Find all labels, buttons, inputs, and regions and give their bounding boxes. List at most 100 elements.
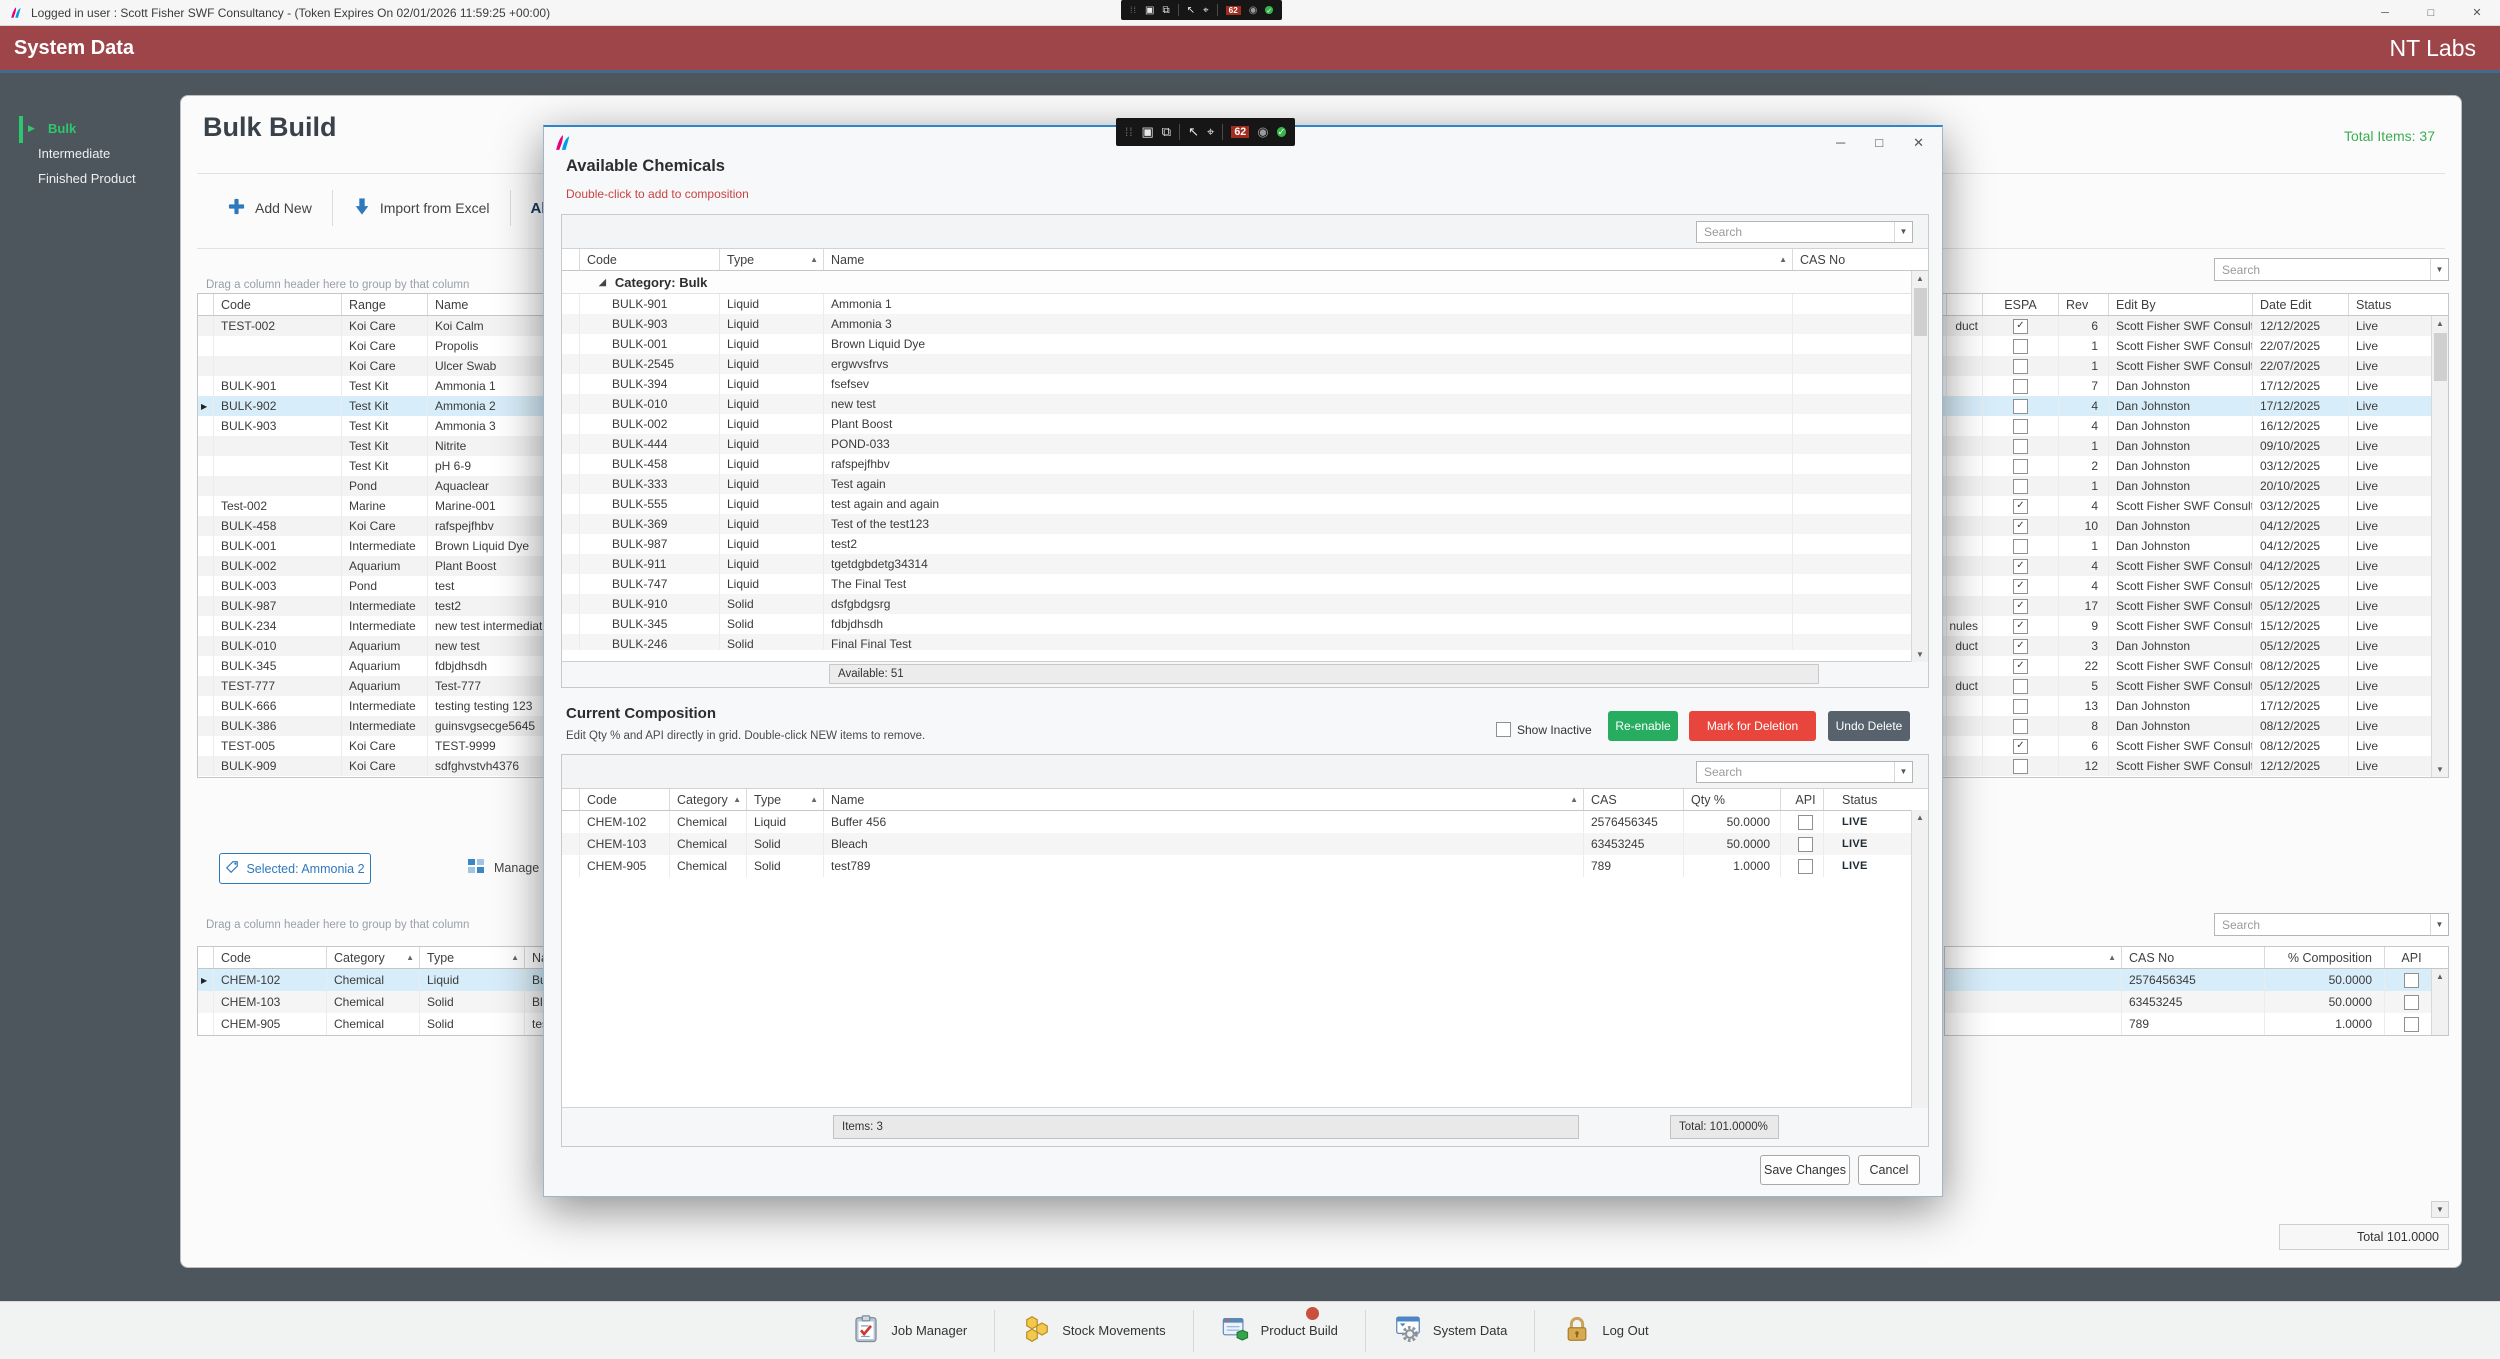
show-inactive-toggle[interactable]: Show Inactive (1496, 722, 1592, 737)
scroll-down-icon[interactable]: ▼ (2431, 1201, 2449, 1218)
maximize-icon[interactable]: □ (1875, 135, 1884, 150)
save-changes-button[interactable]: Save Changes (1760, 1155, 1850, 1185)
vertical-scrollbar[interactable]: ▲ (2431, 969, 2448, 1035)
chemical-row[interactable]: BULK-002 Liquid Plant Boost (562, 414, 1928, 434)
column-header-range[interactable]: Range (342, 294, 428, 315)
scroll-up-icon[interactable]: ▲ (1916, 274, 1924, 283)
column-header-espa[interactable]: ESPA (1983, 294, 2059, 315)
chevron-down-icon[interactable]: ▼ (1894, 761, 1912, 782)
composition-item-row[interactable]: CHEM-905 Chemical Solid test789 789 1.00… (562, 855, 1928, 877)
scroll-down-icon[interactable]: ▼ (2436, 765, 2444, 774)
chevron-down-icon[interactable]: ▼ (1894, 221, 1912, 242)
espa-checkbox[interactable]: ✓ (2013, 358, 2028, 374)
chemical-row[interactable]: BULK-333 Liquid Test again (562, 474, 1928, 494)
manage-button[interactable]: Manage (466, 856, 539, 879)
espa-checkbox[interactable]: ✓ (2013, 518, 2028, 534)
drag-handle-icon[interactable]: ⁞⁞ (1130, 5, 1138, 15)
close-icon[interactable]: ✕ (2472, 7, 2482, 19)
espa-checkbox[interactable]: ✓ (2013, 558, 2028, 574)
import-from-excel-button[interactable]: Import from Excel (349, 197, 494, 220)
column-header-edit-by[interactable]: Edit By (2109, 294, 2253, 315)
api-checkbox[interactable]: ✓ (2404, 1016, 2419, 1032)
espa-checkbox[interactable]: ✓ (2013, 378, 2028, 394)
column-header-name[interactable]: Name ▲ (824, 789, 1584, 810)
espa-checkbox[interactable]: ✓ (2013, 638, 2028, 654)
column-header-code[interactable]: Code (580, 789, 670, 810)
composition-item-row[interactable]: CHEM-103 Chemical Solid Bleach 63453245 … (562, 833, 1928, 855)
undo-delete-button[interactable]: Undo Delete (1828, 711, 1910, 741)
scroll-up-icon[interactable]: ▲ (2436, 972, 2444, 981)
chemical-row[interactable]: BULK-010 Liquid new test (562, 394, 1928, 414)
re-enable-button[interactable]: Re-enable (1608, 711, 1678, 741)
taskbar-item-stock-movements[interactable]: Stock Movements (995, 1302, 1192, 1359)
column-header-category[interactable]: Category ▲ (327, 947, 420, 968)
vertical-scrollbar[interactable]: ▲ ▼ (1911, 271, 1928, 662)
espa-checkbox[interactable]: ✓ (2013, 578, 2028, 594)
product-row[interactable]: ▶ BULK-903 Test Kit Ammonia 3 ✓ 4 Dan Jo… (198, 416, 2448, 436)
column-header-date-edit[interactable]: Date Edit (2253, 294, 2349, 315)
column-header-status[interactable]: Status (2356, 297, 2392, 312)
chemical-row[interactable]: BULK-747 Liquid The Final Test (562, 574, 1928, 594)
product-row[interactable]: ▶ Koi Care Propolis ✓ 1 Scott Fisher SWF… (198, 336, 2448, 356)
espa-checkbox[interactable]: ✓ (2013, 498, 2028, 514)
api-checkbox[interactable]: ✓ (1798, 836, 1813, 852)
espa-checkbox[interactable]: ✓ (2013, 618, 2028, 634)
chemical-row[interactable]: BULK-555 Liquid test again and again (562, 494, 1928, 514)
espa-checkbox[interactable]: ✓ (2013, 598, 2028, 614)
scroll-up-icon[interactable]: ▲ (1916, 813, 1924, 822)
composition-row[interactable]: 789 1.0000 ✓ (1945, 1013, 2448, 1035)
taskbar-item-log-out[interactable]: Log Out (1535, 1302, 1675, 1359)
cell-qty-percent[interactable]: 50.0000 (1684, 811, 1781, 833)
espa-checkbox[interactable]: ✓ (2013, 678, 2028, 694)
monitor-icon[interactable]: ⧉ (1162, 4, 1170, 16)
column-header-name[interactable]: Name (428, 294, 1947, 315)
product-row[interactable]: ▶ Test Kit pH 6-9 ✓ 2 Dan Johnston 03/12… (198, 456, 2448, 476)
show-inactive-checkbox[interactable] (1496, 722, 1511, 737)
espa-checkbox[interactable]: ✓ (2013, 478, 2028, 494)
api-checkbox[interactable]: ✓ (2404, 972, 2419, 988)
sidebar-item-intermediate[interactable]: Intermediate (38, 146, 111, 161)
target-icon[interactable]: ⌖ (1207, 124, 1215, 139)
chemical-row[interactable]: BULK-987 Liquid test2 (562, 534, 1928, 554)
espa-checkbox[interactable]: ✓ (2013, 758, 2028, 774)
column-header-category[interactable]: Category ▲ (670, 789, 747, 810)
sidebar-item-finished-product[interactable]: Finished Product (38, 171, 136, 186)
scrollbar-thumb[interactable] (1913, 288, 1927, 336)
espa-checkbox[interactable]: ✓ (2013, 658, 2028, 674)
drag-handle-icon[interactable]: ⁞⁞ (1125, 125, 1134, 139)
chemical-row[interactable]: BULK-394 Liquid fsefsev (562, 374, 1928, 394)
mark-for-deletion-button[interactable]: Mark for Deletion (1689, 711, 1816, 741)
espa-checkbox[interactable]: ✓ (2013, 438, 2028, 454)
product-row[interactable]: ▶ BULK-001 Intermediate Brown Liquid Dye… (198, 536, 2448, 556)
search-combobox[interactable]: Search ▼ (1696, 760, 1913, 783)
espa-checkbox[interactable]: ✓ (2013, 458, 2028, 474)
taskbar-item-product-build[interactable]: Product Build (1194, 1302, 1365, 1359)
chemical-row[interactable]: BULK-910 Solid dsfgbdgsrg (562, 594, 1928, 614)
espa-checkbox[interactable]: ✓ (2013, 418, 2028, 434)
capture-settings-icon[interactable]: ▣ (1141, 124, 1154, 139)
column-header-percent-composition[interactable]: % Composition (2265, 947, 2385, 968)
chevron-down-icon[interactable]: ▼ (2430, 914, 2448, 935)
status-ok-icon[interactable]: ✓ (1265, 5, 1274, 15)
chemical-row[interactable]: BULK-911 Liquid tgetdgbdetg34314 (562, 554, 1928, 574)
column-header-code[interactable]: Code (214, 947, 327, 968)
espa-checkbox[interactable]: ✓ (2013, 398, 2028, 414)
column-header-type[interactable]: Type ▲ (747, 789, 824, 810)
group-expand-icon[interactable]: ◢ (599, 276, 606, 287)
composition-item-row[interactable]: CHEM-102 Chemical Liquid Buffer 456 2576… (562, 811, 1928, 833)
api-checkbox[interactable]: ✓ (1798, 814, 1813, 830)
sidebar-item-bulk[interactable]: Bulk (48, 121, 77, 136)
product-row[interactable]: ▶ TEST-005 Koi Care TEST-9999 ✓ 6 Scott … (198, 736, 2448, 756)
api-checkbox[interactable]: ✓ (1798, 858, 1813, 874)
product-row[interactable]: ▶ Test-002 Marine Marine-001 ✓ 4 Scott F… (198, 496, 2448, 516)
espa-checkbox[interactable]: ✓ (2013, 718, 2028, 734)
column-header-qty[interactable]: Qty % (1684, 789, 1781, 810)
taskbar-item-system-data[interactable]: System Data (1366, 1302, 1534, 1359)
add-new-button[interactable]: Add New (223, 197, 316, 219)
scrollbar-thumb[interactable] (2433, 333, 2447, 381)
close-icon[interactable]: ✕ (1913, 135, 1924, 150)
chemical-row[interactable]: BULK-444 Liquid POND-033 (562, 434, 1928, 454)
chemical-row[interactable]: BULK-369 Liquid Test of the test123 (562, 514, 1928, 534)
column-header-name[interactable]: Name ▲ (824, 249, 1793, 270)
cancel-button[interactable]: Cancel (1858, 1155, 1920, 1185)
